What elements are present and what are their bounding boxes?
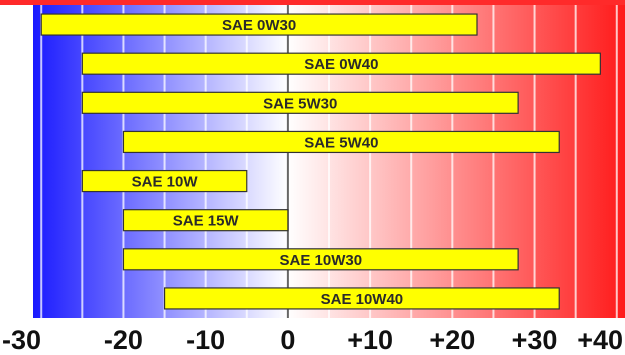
bar-sae-0w30	[40, 13, 478, 36]
bar-sae-10w40	[163, 287, 560, 310]
x-tick-label: +30	[512, 325, 558, 355]
tick-labels: -30 -20 -10 0 +10 +20 +30 +40	[2, 325, 623, 355]
bar-label: SAE 15W	[173, 213, 240, 230]
bar-label: SAE 5W30	[263, 95, 337, 112]
x-tick-label: 0	[280, 325, 295, 355]
bar-sae-10w	[81, 169, 248, 193]
x-tick-label: -10	[186, 325, 225, 355]
x-tick-label: +10	[347, 325, 393, 355]
bar-sae-0w40	[81, 52, 601, 75]
bar-sae-5w30	[81, 91, 519, 114]
bar-sae-15w	[122, 209, 289, 232]
top-accent-bar	[0, 0, 625, 5]
bar-label: SAE 10W30	[280, 252, 363, 269]
x-tick-label: +20	[429, 325, 475, 355]
x-tick-label: -20	[104, 325, 143, 355]
bars: SAE 0W30 SAE 0W40 SAE 5W30 SAE 5W40 SAE 10W S…	[40, 13, 601, 310]
bar-label: SAE 5W40	[304, 134, 378, 151]
bar-sae-10w30	[122, 248, 519, 271]
x-tick-label: -30	[2, 325, 41, 355]
bar-label: SAE 10W	[132, 174, 199, 191]
x-tick-label: +40	[577, 325, 623, 355]
bar-label: SAE 10W40	[321, 291, 404, 308]
bar-sae-5w40	[122, 130, 560, 154]
bar-label: SAE 0W30	[222, 17, 296, 34]
bar-label: SAE 0W40	[304, 56, 378, 73]
